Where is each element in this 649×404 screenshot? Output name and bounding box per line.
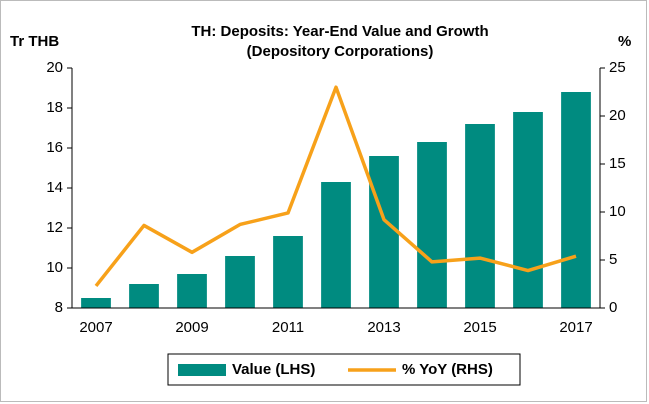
y-tick-label: 18: [46, 99, 63, 116]
bar: [273, 236, 303, 308]
y2-axis-label: %: [618, 33, 631, 50]
y-tick-label: 12: [46, 219, 63, 236]
chart-title: TH: Deposits: Year-End Value and Growth: [191, 23, 488, 40]
legend-box: [167, 353, 521, 386]
y2-tick-label: 0: [609, 299, 617, 316]
legend-swatch: [178, 364, 226, 376]
y2-tick-label: 25: [609, 59, 626, 76]
x-tick-label: 2007: [79, 319, 112, 336]
bar: [369, 156, 399, 308]
y-tick-label: 10: [46, 259, 63, 276]
line: [94, 85, 577, 288]
y2-tick-label: 15: [609, 155, 626, 172]
x-tick-label: 2009: [175, 319, 208, 336]
y2-tick-label: 20: [609, 107, 626, 124]
y2-tick-label: 5: [609, 251, 617, 268]
x-tick-label: 2013: [367, 319, 400, 336]
x-tick-label: 2011: [272, 319, 304, 336]
y-tick-label: 16: [46, 139, 63, 156]
bar: [225, 256, 255, 308]
legend-label: % YoY (RHS): [402, 361, 493, 378]
chart-title: (Depository Corporations): [247, 43, 434, 60]
y-tick-label: 20: [46, 59, 63, 76]
bar: [129, 284, 159, 308]
x-tick-label: 2015: [463, 319, 496, 336]
y-tick-label: 8: [55, 299, 63, 316]
x-tick-label: 2017: [559, 319, 592, 336]
y2-tick-label: 10: [609, 203, 626, 220]
y-tick-label: 14: [46, 179, 63, 196]
bar: [177, 274, 207, 308]
bar: [465, 124, 495, 308]
y-axis-label: Tr THB: [10, 33, 59, 50]
legend-label: Value (LHS): [232, 361, 315, 378]
bar: [417, 142, 447, 308]
bar: [561, 92, 591, 308]
bar: [321, 182, 351, 308]
bar: [513, 112, 543, 308]
bar: [81, 298, 111, 308]
